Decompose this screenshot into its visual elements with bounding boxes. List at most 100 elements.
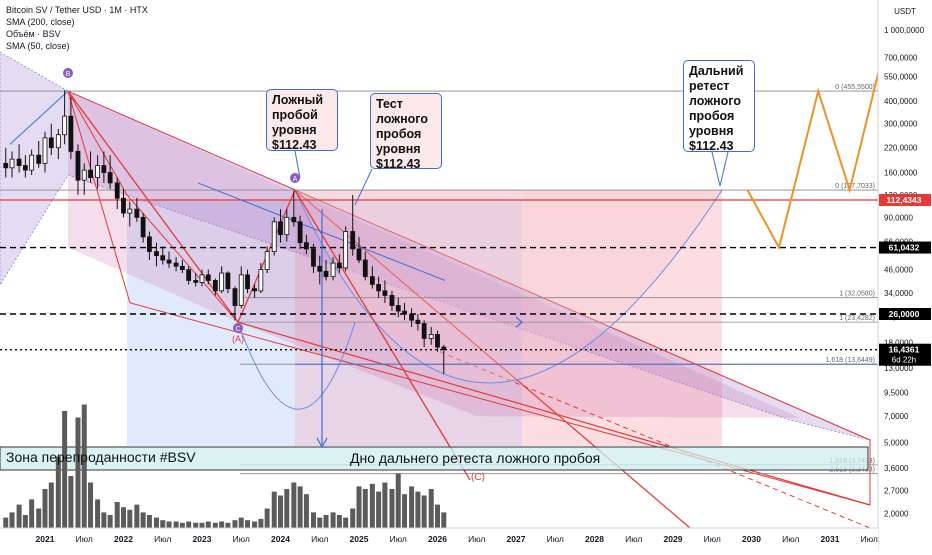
volume-bar (107, 515, 113, 528)
price-tag-bg (879, 241, 931, 254)
volume-bar (55, 456, 61, 528)
candle-body (382, 290, 388, 296)
volume-bar (179, 522, 185, 528)
time-axis-bg (0, 528, 878, 550)
oversold-zone-band (0, 446, 869, 471)
candle-body (317, 265, 323, 272)
trend-line-blue (197, 182, 446, 281)
volume-bar (323, 515, 329, 528)
y-tick-label: 160,0000 (884, 169, 918, 178)
y-tick-label: 18,0000 (884, 339, 913, 348)
volume-bar (258, 518, 264, 528)
candle-body (114, 182, 120, 199)
volume-bar (22, 515, 28, 528)
volume-bar (238, 517, 244, 528)
volume-bar (199, 522, 205, 528)
price-tag-label: 112,4343 (887, 195, 922, 205)
down-arrow-head (316, 437, 328, 449)
y-tick-label: 3,6000 (884, 464, 909, 473)
volume-bar (75, 417, 81, 528)
volume-bar (29, 499, 35, 528)
candle-body (435, 334, 440, 348)
candle-body (107, 172, 113, 184)
candle-body (238, 274, 244, 306)
pivot-a-red: (A) (232, 334, 244, 344)
x-tick-label: Июл (782, 534, 799, 544)
candle-body (179, 265, 185, 270)
candle-body (323, 270, 329, 278)
arc-large (294, 189, 723, 384)
price-tag-bg (879, 194, 931, 206)
volume-bar (389, 489, 395, 528)
callout-false-breakout: Ложный пробой уровня $112.43 (266, 89, 338, 152)
candle-body (232, 288, 238, 306)
candle-body (22, 165, 28, 171)
candle-body (48, 137, 54, 149)
x-tick-label: Июл (311, 534, 328, 544)
y-tick-label: 5,0000 (884, 438, 909, 447)
candle-body (166, 259, 172, 264)
legend-sma50[interactable]: SMA (50, close) (6, 41, 70, 51)
volume-bar (350, 508, 356, 528)
x-tick-label: 2025 (350, 534, 369, 544)
volume-bar (303, 494, 309, 528)
volume-bar (219, 521, 225, 528)
x-tick-label: 2024 (271, 534, 290, 544)
candle-body (62, 115, 68, 136)
fib-level-label: 1 (32,0580) (839, 291, 875, 298)
volume-bar (9, 512, 15, 528)
x-tick-label: 2031 (821, 534, 840, 544)
candle-body (376, 284, 382, 292)
volume-bar (271, 491, 277, 528)
pivot-b-label: B (66, 71, 71, 78)
volume-bar (62, 411, 68, 528)
volume-bar (48, 482, 54, 528)
volume-bar (68, 476, 74, 528)
volume-bar (409, 486, 415, 528)
candle-body (428, 334, 434, 339)
candle-body (36, 154, 42, 164)
candle-body (9, 158, 15, 169)
volume-bar (186, 521, 192, 528)
x-tick-label: Июл (625, 534, 642, 544)
fib-level-label: 0 (127,7033) (835, 183, 875, 190)
y-tick-label: 2,0000 (884, 510, 909, 519)
candle-body (154, 251, 159, 257)
candle-body (205, 274, 211, 281)
y-tick-label: 46,0000 (884, 266, 913, 275)
candle-body (75, 150, 81, 181)
pivot-c (233, 323, 243, 333)
candle-body (304, 242, 309, 250)
volume-bar (42, 489, 48, 528)
callout-pointer (294, 150, 301, 179)
x-tick-label: Июл (154, 534, 171, 544)
y-tick-label: 90,0000 (884, 213, 913, 222)
red-channel-mid (294, 189, 691, 529)
red-channel-dashed (439, 351, 871, 529)
volume-bar (140, 512, 146, 528)
candle-body (212, 280, 218, 292)
volume-bar (376, 491, 382, 528)
candle-body (55, 134, 61, 149)
price-tag-label: 16,4361 (889, 345, 920, 355)
volume-bar (81, 404, 87, 528)
candle-body (140, 216, 146, 238)
legend-volume[interactable]: Объём · BSV (6, 29, 61, 39)
x-tick-label: 2029 (664, 534, 683, 544)
candle-body (389, 295, 395, 306)
candle-body (186, 269, 192, 281)
x-tick-label: Июл (468, 534, 485, 544)
candle-body (193, 280, 199, 283)
candle-body (311, 248, 316, 267)
volume-bar (336, 515, 342, 528)
volume-bar (278, 495, 283, 528)
projection-box-pink (295, 190, 522, 446)
price-tag-bg (879, 308, 931, 320)
legend-title: Bitcoin SV / Tether USD · 1M · HTX (6, 5, 148, 15)
legend-sma200[interactable]: SMA (200, close) (6, 17, 75, 27)
candle-body (42, 137, 48, 164)
volume-bar (205, 521, 211, 528)
x-tick-label: Июл (390, 534, 407, 544)
